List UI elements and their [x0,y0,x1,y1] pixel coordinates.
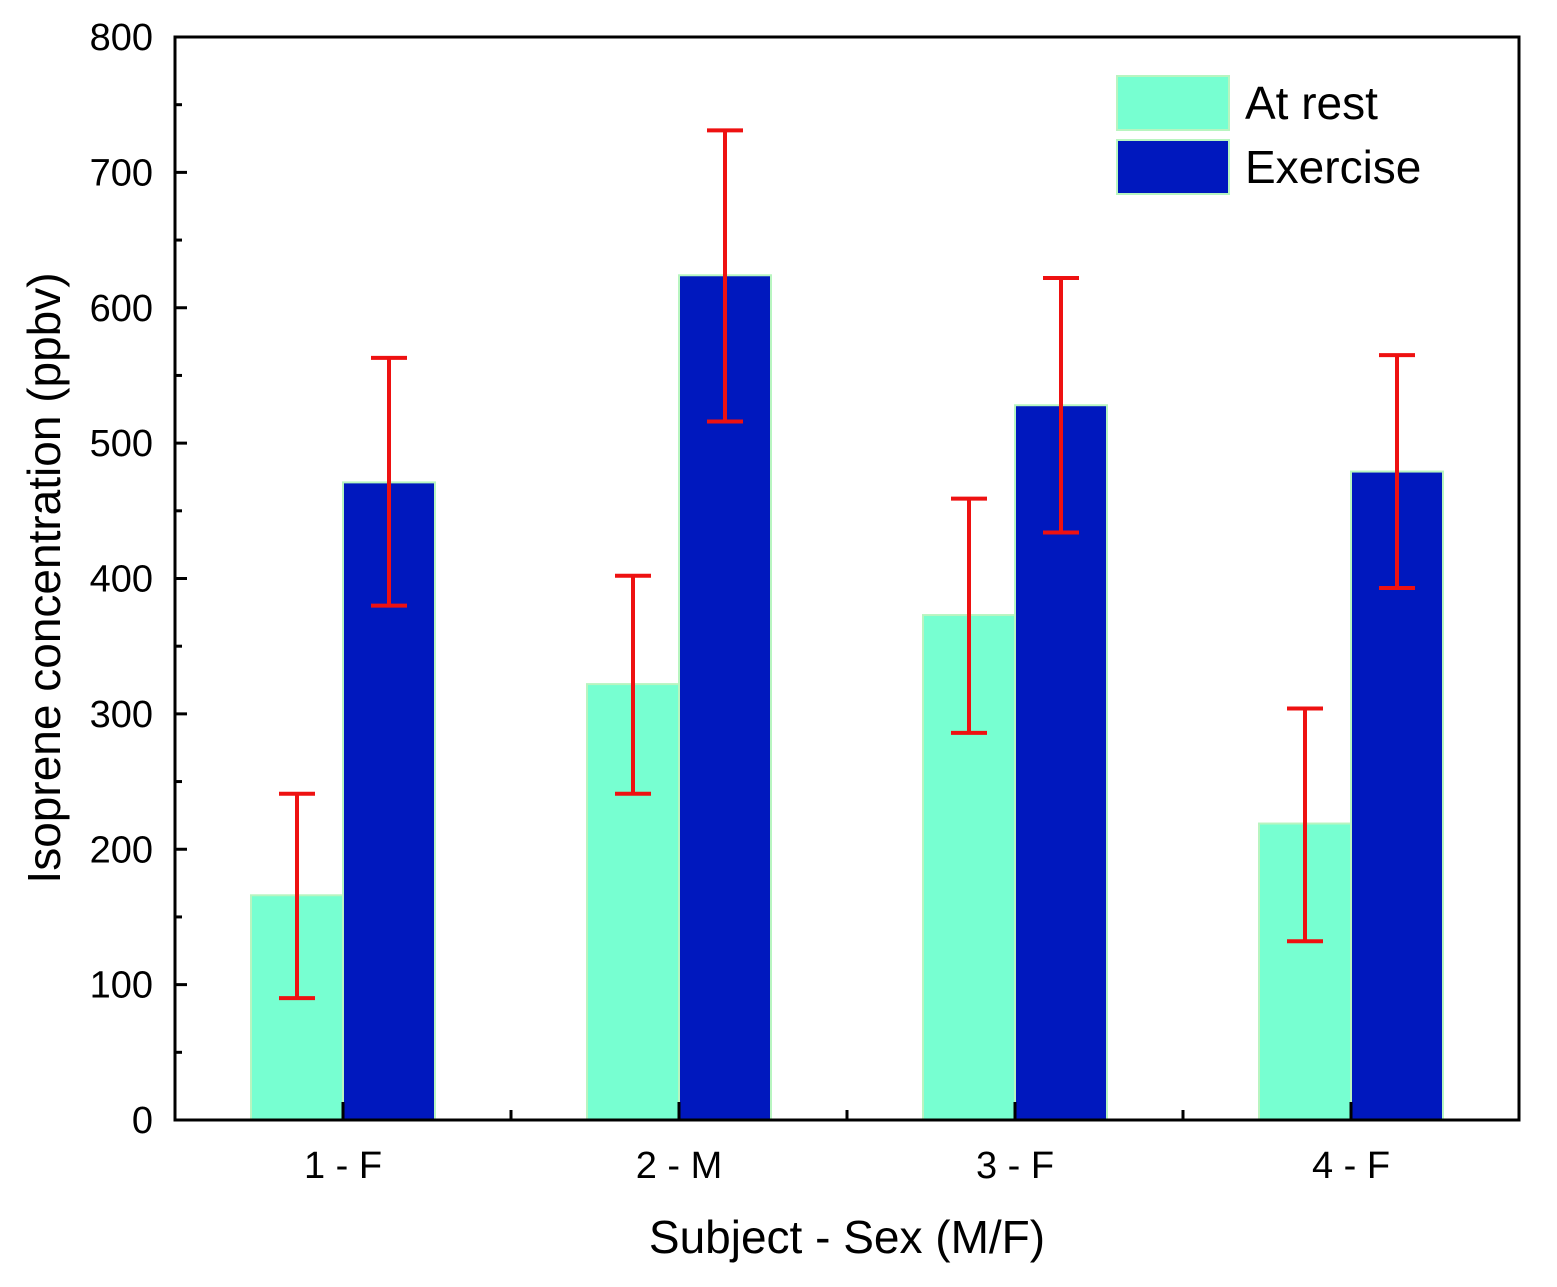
y-tick-label: 0 [132,1100,153,1142]
y-tick-label: 600 [90,288,153,330]
legend-swatch [1116,139,1230,195]
x-tick-label: 4 - F [1312,1145,1390,1187]
y-tick-label: 800 [90,17,153,59]
x-tick-label: 3 - F [976,1145,1054,1187]
error-bar-at-rest-2 [615,573,651,796]
bars-layer [250,274,1444,1122]
y-axis-title: Isoprene concentration (ppbv) [18,272,70,883]
x-tick-label: 2 - M [636,1145,723,1187]
error-bar-exercise-3 [1043,275,1079,535]
error-bar-at-rest-3 [951,496,987,735]
legend-label: At rest [1245,77,1378,129]
y-tick-label: 700 [90,152,153,194]
x-tick-label: 1 - F [304,1145,382,1187]
y-tick-label: 400 [90,559,153,601]
legend-label: Exercise [1245,141,1421,193]
error-bar-exercise-4 [1379,353,1415,590]
legend-entry-exercise: Exercise [1116,139,1421,195]
legend: At rest Exercise [1116,75,1421,195]
y-tick-label: 200 [90,829,153,871]
error-bar-at-rest-4 [1287,706,1323,944]
error-bar-at-rest-1 [279,791,315,1001]
error-bar-exercise-1 [371,355,407,608]
y-tick-label: 300 [90,694,153,736]
x-axis-title: Subject - Sex (M/F) [649,1211,1045,1263]
error-bar-exercise-2 [707,128,743,424]
axes-layer: 0 100 200 300 400 500 600 700 800 1 - F 2 - M 3 - F… [90,17,1521,1187]
error-bars-layer [279,128,1415,1001]
y-tick-label: 100 [90,965,153,1007]
legend-entry-at-rest: At rest [1116,75,1378,131]
legend-swatch [1116,75,1230,131]
y-tick-label: 500 [90,423,153,465]
